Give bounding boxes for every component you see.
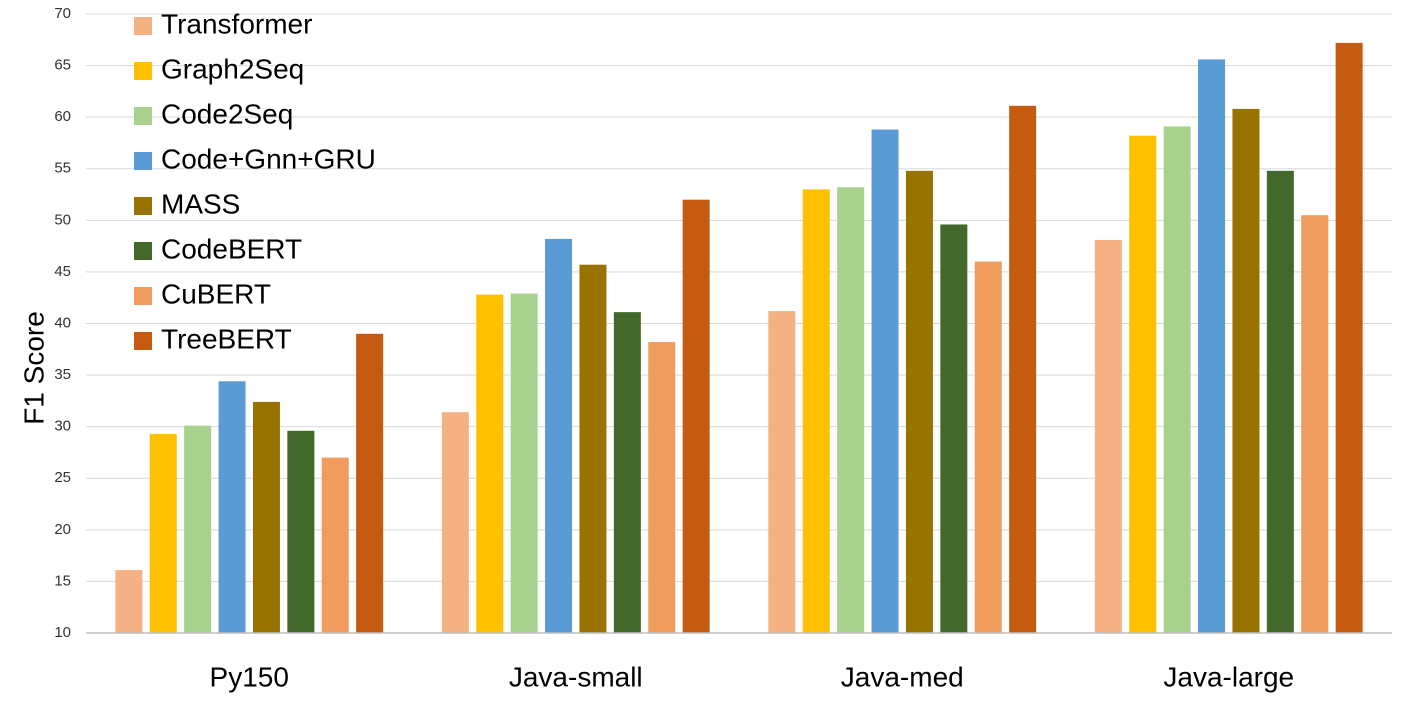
- legend-swatch: [134, 287, 152, 305]
- legend-label: CuBERT: [161, 278, 271, 309]
- x-tick-label: Py150: [210, 661, 289, 692]
- bar-mass-py150: [252, 401, 280, 633]
- bar-transformer-java-large: [1094, 239, 1122, 633]
- bar-code2seq-py150: [184, 425, 212, 633]
- legend-swatch: [134, 332, 152, 350]
- bar-code2seq-java-small: [510, 293, 538, 633]
- legend-label: Transformer: [161, 8, 312, 39]
- y-axis-ticks: 10 15 20 25 30 35 40 45 50 55 60 65 70: [54, 5, 71, 641]
- y-tick-label: 60: [54, 108, 71, 125]
- y-tick-label: 55: [54, 160, 71, 177]
- y-tick-label: 45: [54, 263, 71, 280]
- bar-transformer-java-small: [441, 412, 469, 633]
- legend: Transformer Graph2Seq Code2Seq Code+Gnn+GRU…: [134, 8, 376, 354]
- y-tick-label: 35: [54, 366, 71, 383]
- legend-label: CodeBERT: [161, 233, 302, 264]
- legend-label: Code+Gnn+GRU: [161, 143, 376, 174]
- bar-cubert-py150: [321, 457, 349, 633]
- bar-code-gnn-gru-py150: [218, 381, 246, 633]
- y-tick-label: 25: [54, 469, 71, 486]
- legend-swatch: [134, 152, 152, 170]
- y-tick-label: 40: [54, 314, 71, 331]
- y-tick-label: 65: [54, 57, 71, 74]
- bar-codebert-py150: [287, 430, 315, 633]
- bar-code2seq-java-med: [837, 187, 865, 633]
- bar-code-gnn-gru-java-med: [871, 129, 899, 633]
- x-tick-label: Java-med: [841, 661, 964, 692]
- legend-swatch: [134, 62, 152, 80]
- y-axis-label: F1 Score: [18, 311, 49, 425]
- bar-code-gnn-gru-java-small: [545, 238, 573, 634]
- bar-cubert-java-small: [648, 342, 676, 633]
- bar-code-gnn-gru-java-large: [1198, 59, 1226, 634]
- bar-cubert-java-large: [1301, 215, 1329, 634]
- y-tick-label: 10: [54, 624, 71, 641]
- bar-treebert-java-small: [682, 199, 710, 633]
- bar-mass-java-large: [1232, 108, 1260, 633]
- bar-mass-java-med: [905, 170, 933, 633]
- bar-mass-java-small: [579, 264, 607, 633]
- bar-graph2seq-py150: [149, 433, 177, 633]
- legend-swatch: [134, 107, 152, 125]
- bar-cubert-java-med: [974, 261, 1002, 633]
- y-tick-label: 50: [54, 211, 71, 228]
- bar-codebert-java-med: [940, 224, 968, 633]
- bar-transformer-java-med: [768, 311, 796, 633]
- bar-treebert-java-large: [1335, 42, 1363, 634]
- bar-codebert-java-large: [1266, 170, 1294, 633]
- legend-label: Graph2Seq: [161, 53, 304, 84]
- legend-swatch: [134, 197, 152, 215]
- legend-label: MASS: [161, 188, 240, 219]
- bar-codebert-java-small: [613, 312, 641, 633]
- bar-graph2seq-java-small: [476, 294, 504, 633]
- bar-graph2seq-java-large: [1129, 135, 1157, 633]
- bar-treebert-py150: [356, 333, 384, 633]
- bars: [115, 42, 1363, 634]
- y-tick-label: 15: [54, 572, 71, 589]
- category-labels: Py150 Java-small Java-med Java-large: [210, 661, 1295, 692]
- bar-transformer-py150: [115, 570, 143, 633]
- y-tick-label: 30: [54, 418, 71, 435]
- bar-code2seq-java-large: [1163, 126, 1191, 634]
- bar-graph2seq-java-med: [802, 189, 830, 633]
- bar-treebert-java-med: [1009, 105, 1037, 633]
- legend-swatch: [134, 17, 152, 35]
- legend-label: Code2Seq: [161, 98, 293, 129]
- legend-swatch: [134, 242, 152, 260]
- y-tick-label: 20: [54, 521, 71, 538]
- legend-label: TreeBERT: [161, 323, 292, 354]
- y-tick-label: 70: [54, 5, 71, 22]
- x-tick-label: Java-small: [509, 661, 643, 692]
- x-tick-label: Java-large: [1163, 661, 1294, 692]
